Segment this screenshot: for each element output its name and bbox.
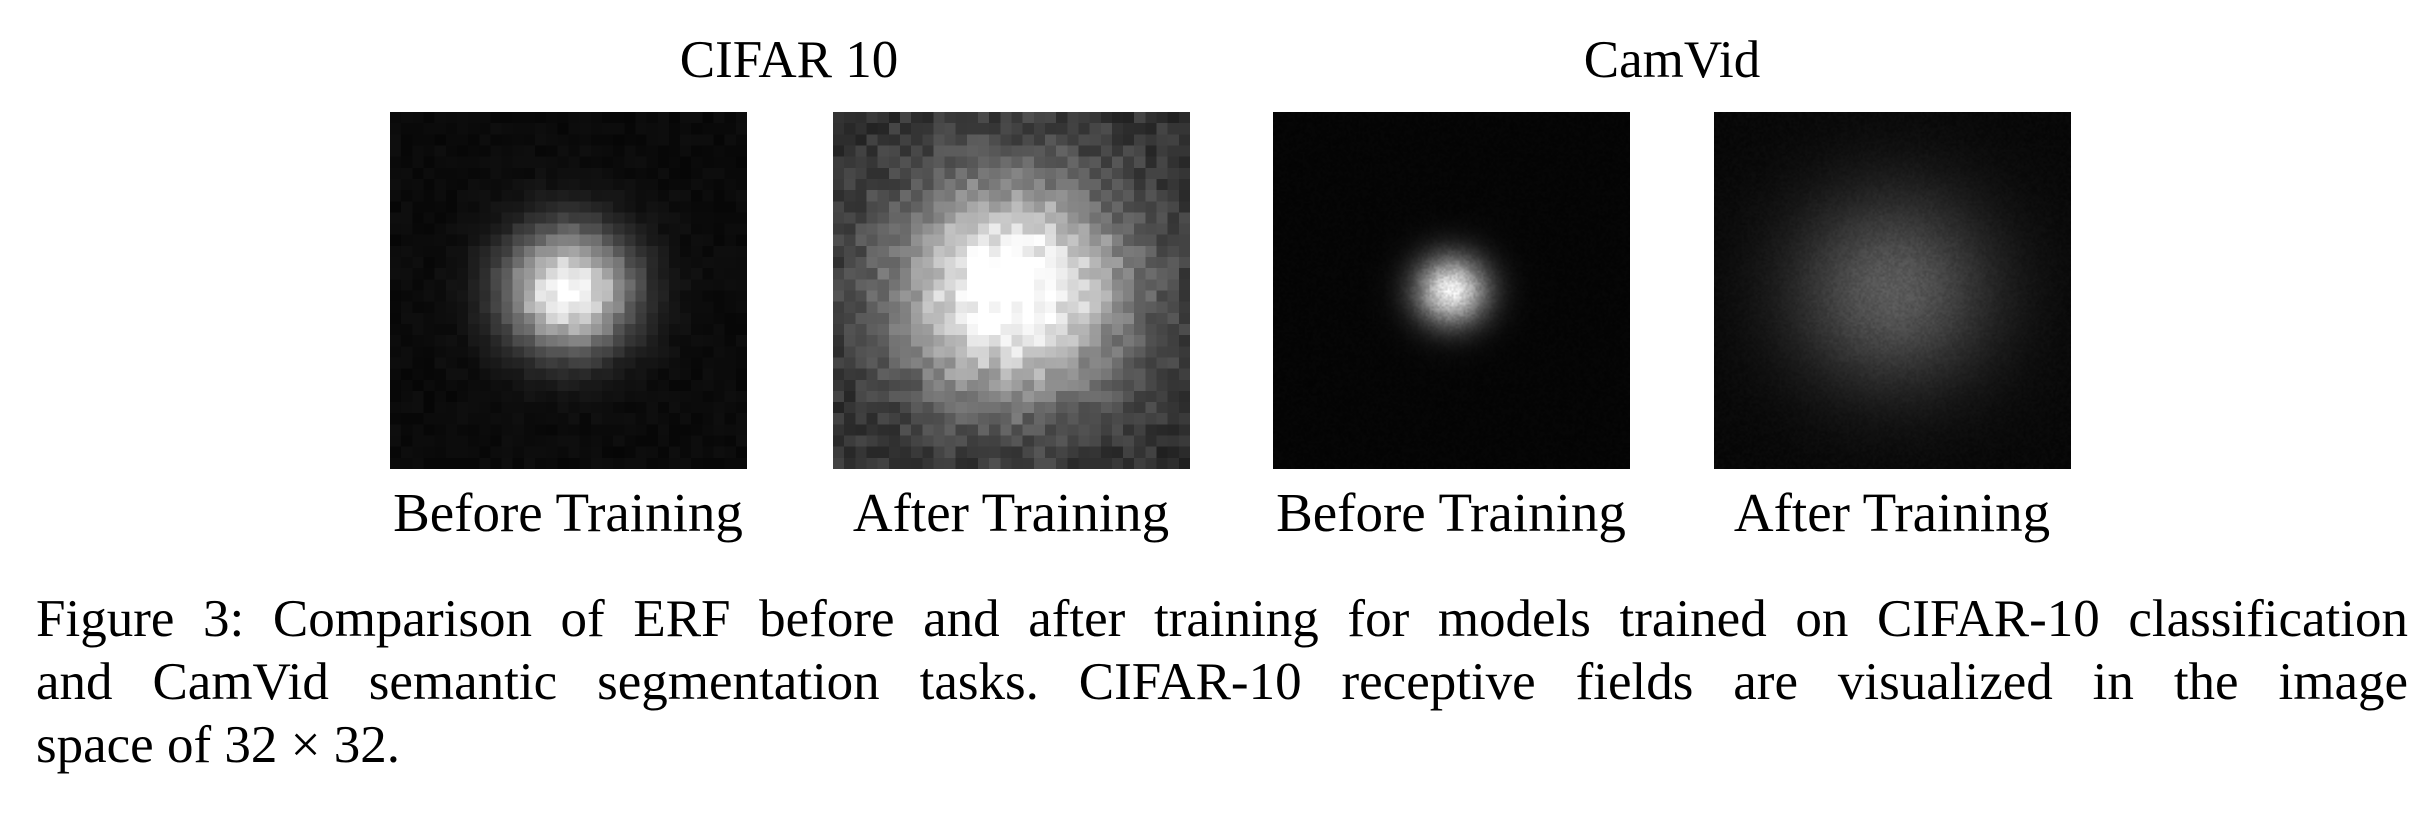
panel-label-cifar10-after: After Training xyxy=(852,482,1170,543)
panel-label-camvid-after: After Training xyxy=(1733,482,2051,543)
erf-heatmap-canvas xyxy=(1273,112,1630,469)
erf-heatmap-canvas xyxy=(833,112,1190,469)
erf-heatmap-canvas xyxy=(1714,112,2071,469)
erf-heatmap-cifar10-after xyxy=(833,112,1190,469)
erf-heatmap-camvid-before xyxy=(1273,112,1630,469)
erf-heatmap-cifar10-before xyxy=(390,112,747,469)
caption-line: Figure 3: Comparison of ERF before and a… xyxy=(36,590,2408,648)
panel-label-camvid-before: Before Training xyxy=(1276,482,1626,543)
erf-heatmap-canvas xyxy=(390,112,747,469)
camvid-group-title: CamVid xyxy=(1583,31,1761,89)
panel-label-cifar10-before: Before Training xyxy=(393,482,743,543)
caption-line: space of 32 × 32. xyxy=(36,716,400,774)
erf-heatmap-camvid-after xyxy=(1714,112,2071,469)
caption-line: and CamVid semantic segmentation tasks. … xyxy=(36,653,2408,711)
figure-caption: Figure 3: Comparison of ERF before and a… xyxy=(36,588,2408,777)
cifar10-group-title: CIFAR 10 xyxy=(679,31,899,89)
